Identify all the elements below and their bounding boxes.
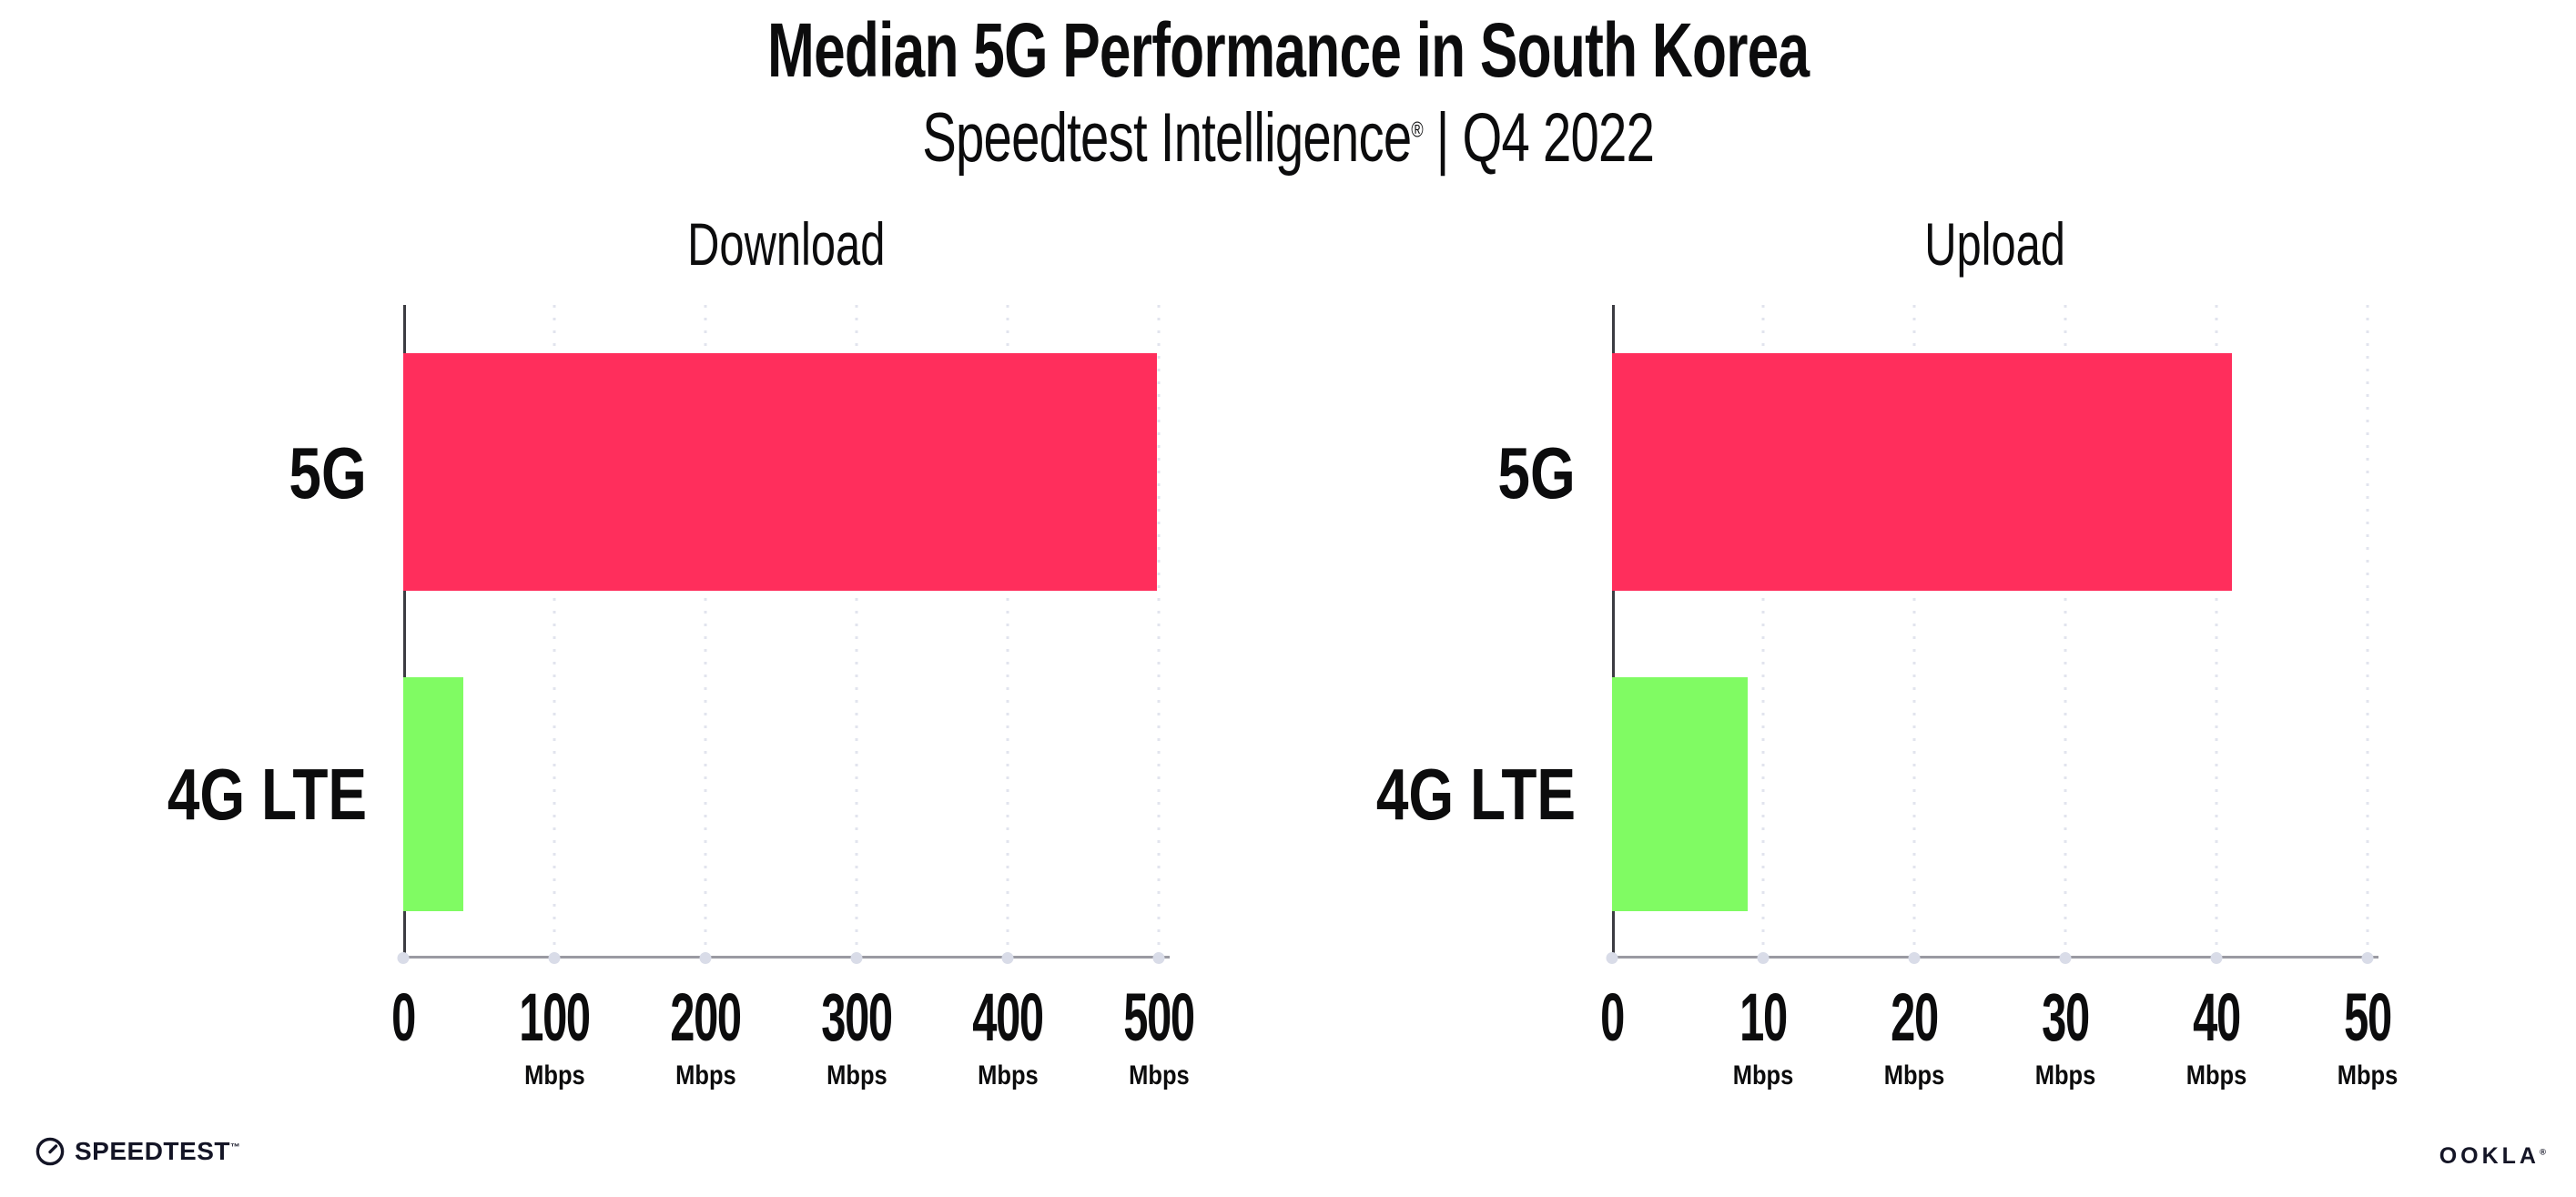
speedtest-wordmark: SPEEDTEST™ bbox=[75, 1137, 240, 1166]
axis-tick-dot bbox=[1757, 952, 1770, 964]
x-tick: 30 Mbps bbox=[2030, 984, 2101, 1091]
gridline bbox=[2215, 305, 2218, 956]
axis-tick-dot bbox=[1606, 952, 1618, 964]
x-tick-unit: Mbps bbox=[523, 1060, 585, 1090]
axis-tick-dot bbox=[2210, 952, 2223, 964]
ookla-logo: OOKLA® bbox=[2439, 1143, 2546, 1170]
gridline bbox=[855, 305, 858, 956]
category-label-4g-lte: 4G LTE bbox=[167, 754, 367, 835]
ookla-wordmark-text: OOKLA bbox=[2439, 1143, 2540, 1169]
download-chart-title: Download bbox=[403, 206, 1170, 282]
bar-4g-lte-upload bbox=[1612, 677, 1749, 911]
axis-tick-dot bbox=[699, 952, 712, 964]
x-tick-unit: Mbps bbox=[2186, 1060, 2247, 1090]
bar-4g-lte-download bbox=[403, 677, 464, 911]
download-scale: 0 100 Mbps 200 Mbps 300 Mbps 400 Mbps 500 Mbps bbox=[391, 305, 1195, 1090]
registered-mark: ® bbox=[1411, 117, 1423, 143]
x-tick: 500 Mbps bbox=[1105, 984, 1212, 1091]
gridline bbox=[1912, 305, 1916, 956]
x-tick: 0 bbox=[385, 984, 421, 1051]
x-tick-value: 10 bbox=[1739, 979, 1788, 1055]
download-chart-title-text: Download bbox=[687, 210, 886, 278]
axis-tick-dot bbox=[397, 952, 410, 964]
x-tick: 40 Mbps bbox=[2181, 984, 2252, 1091]
x-tick: 400 Mbps bbox=[954, 984, 1060, 1091]
x-tick-value: 200 bbox=[670, 979, 742, 1055]
x-tick-value: 0 bbox=[391, 979, 416, 1055]
x-tick-unit: Mbps bbox=[1732, 1060, 1794, 1090]
x-tick: 300 Mbps bbox=[803, 984, 909, 1091]
x-tick-value: 20 bbox=[1891, 979, 1939, 1055]
category-label-5g: 5G bbox=[1497, 432, 1576, 513]
bar-5g-download bbox=[403, 353, 1158, 591]
axis-tick-dot bbox=[2059, 952, 2072, 964]
gridline bbox=[1157, 305, 1161, 956]
x-tick: 50 Mbps bbox=[2332, 984, 2403, 1091]
x-tick-value: 100 bbox=[519, 979, 591, 1055]
speedtest-trademark: ™ bbox=[229, 1141, 241, 1153]
chart-subtitle: Speedtest Intelligence® | Q4 2022 bbox=[0, 98, 2576, 177]
chart-main-title-text: Median 5G Performance in South Korea bbox=[766, 7, 1810, 93]
axis-tick-dot bbox=[2361, 952, 2374, 964]
gauge-icon bbox=[35, 1137, 65, 1166]
x-tick-value: 0 bbox=[1600, 979, 1625, 1055]
x-tick-value: 400 bbox=[972, 979, 1044, 1055]
download-chart: Download 5G 4G LTE 0 100 Mbps 200 Mbps 300 Mbp… bbox=[146, 206, 1195, 1090]
chart-header: Median 5G Performance in South Korea Spe… bbox=[0, 9, 2576, 176]
x-tick: 200 Mbps bbox=[652, 984, 758, 1091]
x-tick: 20 Mbps bbox=[1879, 984, 1950, 1091]
upload-chart-body: 5G 4G LTE 0 10 Mbps 20 Mbps 30 Mbps 40 Mbps 50 Mbp… bbox=[1354, 305, 2398, 1090]
upload-plot-area: 0 10 Mbps 20 Mbps 30 Mbps 40 Mbps 50 Mbps bbox=[1600, 305, 2398, 1090]
subtitle-period: | Q4 2022 bbox=[1422, 98, 1655, 177]
ookla-registered-mark: ® bbox=[2540, 1147, 2546, 1158]
chart-main-title: Median 5G Performance in South Korea bbox=[0, 9, 2576, 92]
gridline bbox=[1761, 305, 1765, 956]
upload-scale: 0 10 Mbps 20 Mbps 30 Mbps 40 Mbps 50 Mbps bbox=[1600, 305, 2398, 1090]
gridline bbox=[1006, 305, 1009, 956]
upload-chart: Upload 5G 4G LTE 0 10 Mbps 20 Mbps 30 Mbps 40 Mb… bbox=[1354, 206, 2399, 1090]
x-tick-unit: Mbps bbox=[2034, 1060, 2096, 1090]
axis-tick-dot bbox=[1908, 952, 1921, 964]
x-tick-unit: Mbps bbox=[1128, 1060, 1190, 1090]
gridline bbox=[553, 305, 556, 956]
axis-tick-dot bbox=[548, 952, 561, 964]
x-tick-value: 300 bbox=[821, 979, 893, 1055]
x-tick-unit: Mbps bbox=[1883, 1060, 1945, 1090]
bar-5g-upload bbox=[1612, 353, 2232, 591]
axis-tick-dot bbox=[1152, 952, 1165, 964]
speedtest-wordmark-text: SPEEDTEST bbox=[75, 1137, 230, 1165]
x-tick-unit: Mbps bbox=[977, 1060, 1039, 1090]
upload-chart-title-text: Upload bbox=[1924, 210, 2066, 278]
x-tick: 0 bbox=[1594, 984, 1629, 1051]
download-chart-body: 5G 4G LTE 0 100 Mbps 200 Mbps 300 Mbps 400 Mbps 5… bbox=[146, 305, 1195, 1090]
download-plot-area: 0 100 Mbps 200 Mbps 300 Mbps 400 Mbps 500 Mbps bbox=[391, 305, 1195, 1090]
x-tick-value: 30 bbox=[2042, 979, 2090, 1055]
download-y-axis-labels: 5G 4G LTE bbox=[146, 305, 403, 959]
gridline bbox=[704, 305, 707, 956]
upload-chart-title: Upload bbox=[1612, 206, 2378, 282]
speedtest-logo: SPEEDTEST™ bbox=[35, 1136, 240, 1167]
x-tick: 100 Mbps bbox=[501, 984, 607, 1091]
x-tick-unit: Mbps bbox=[826, 1060, 887, 1090]
axis-tick-dot bbox=[850, 952, 863, 964]
chart-subtitle-text: Speedtest Intelligence® | Q4 2022 bbox=[922, 98, 1655, 177]
axis-tick-dot bbox=[1001, 952, 1014, 964]
x-tick-unit: Mbps bbox=[674, 1060, 736, 1090]
x-tick-value: 500 bbox=[1123, 979, 1195, 1055]
x-tick-value: 50 bbox=[2344, 979, 2392, 1055]
gridline bbox=[2366, 305, 2369, 956]
category-label-5g: 5G bbox=[289, 432, 367, 513]
gridline bbox=[2064, 305, 2067, 956]
upload-y-axis-labels: 5G 4G LTE bbox=[1354, 305, 1612, 959]
ookla-wordmark: OOKLA® bbox=[2439, 1143, 2546, 1169]
category-label-4g-lte: 4G LTE bbox=[1375, 754, 1576, 835]
subtitle-brand: Speedtest Intelligence bbox=[922, 98, 1412, 177]
x-tick-value: 40 bbox=[2193, 979, 2241, 1055]
x-tick: 10 Mbps bbox=[1728, 984, 1799, 1091]
x-tick-unit: Mbps bbox=[2337, 1060, 2399, 1090]
